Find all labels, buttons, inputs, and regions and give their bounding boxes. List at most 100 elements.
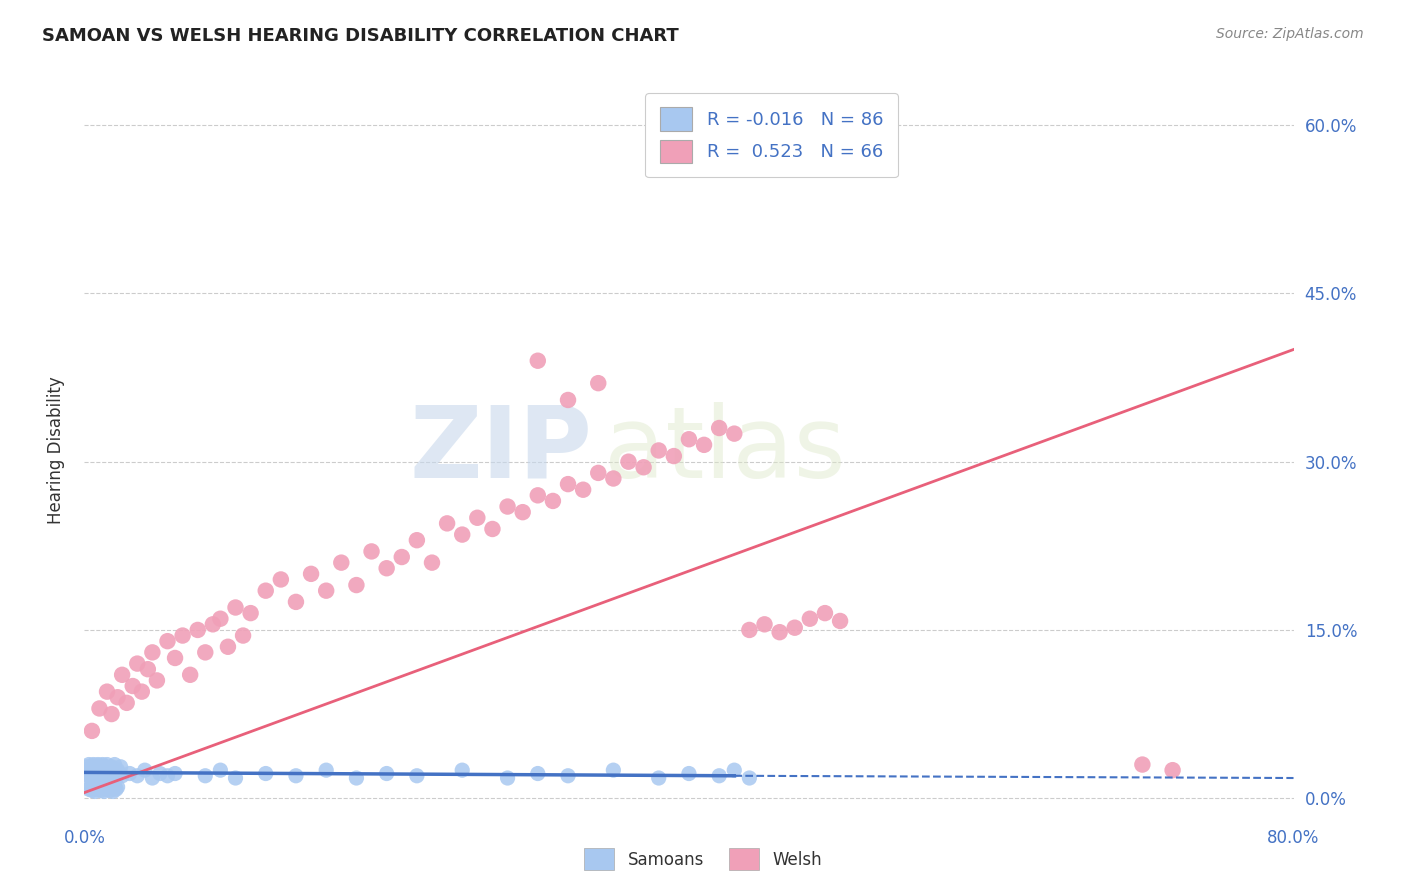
Point: [93, 763, 115, 777]
Point: [111, 668, 134, 682]
Point: [91, 769, 114, 783]
Point: [375, 561, 398, 575]
Point: [165, 651, 187, 665]
Point: [360, 544, 382, 558]
Point: [89, 763, 111, 777]
Point: [783, 621, 806, 635]
Point: [723, 763, 745, 777]
Point: [96, 757, 118, 772]
Point: [709, 769, 731, 783]
Point: [406, 533, 429, 548]
Point: [315, 763, 337, 777]
Point: [82, 757, 104, 772]
Point: [104, 779, 127, 793]
Point: [225, 600, 247, 615]
Point: [209, 763, 232, 777]
Point: [648, 771, 671, 785]
Point: [75, 763, 97, 777]
Point: [118, 766, 141, 780]
Point: [557, 392, 579, 407]
Point: [156, 634, 179, 648]
Point: [285, 769, 308, 783]
Legend: Samoans, Welsh: Samoans, Welsh: [578, 842, 828, 877]
Point: [107, 780, 129, 794]
Point: [100, 781, 122, 796]
Point: [285, 595, 308, 609]
Point: [108, 766, 131, 780]
Point: [94, 779, 117, 793]
Point: [97, 771, 120, 785]
Point: [602, 471, 624, 485]
Point: [141, 771, 163, 785]
Point: [77, 769, 100, 783]
Point: [299, 566, 322, 581]
Point: [84, 763, 107, 777]
Point: [709, 421, 731, 435]
Y-axis label: Hearing Disability: Hearing Disability: [46, 376, 65, 524]
Point: [87, 782, 110, 797]
Point: [588, 376, 610, 391]
Point: [165, 766, 187, 780]
Point: [97, 763, 120, 777]
Point: [141, 645, 163, 659]
Point: [420, 556, 443, 570]
Point: [105, 771, 128, 785]
Point: [391, 549, 413, 564]
Point: [254, 583, 277, 598]
Point: [96, 684, 118, 698]
Point: [723, 426, 745, 441]
Point: [101, 784, 124, 798]
Point: [693, 438, 716, 452]
Point: [225, 771, 247, 785]
Point: [1130, 757, 1153, 772]
Point: [91, 757, 114, 772]
Point: [769, 625, 792, 640]
Point: [90, 783, 112, 797]
Point: [346, 578, 368, 592]
Point: [90, 766, 112, 780]
Point: [76, 760, 98, 774]
Point: [1161, 763, 1184, 777]
Point: [527, 766, 550, 780]
Point: [217, 640, 239, 654]
Point: [194, 769, 217, 783]
Point: [814, 606, 837, 620]
Point: [239, 606, 262, 620]
Point: [86, 779, 108, 793]
Text: Source: ZipAtlas.com: Source: ZipAtlas.com: [1216, 27, 1364, 41]
Point: [557, 477, 579, 491]
Point: [136, 662, 159, 676]
Point: [270, 573, 292, 587]
Point: [98, 766, 121, 780]
Point: [588, 466, 610, 480]
Point: [633, 460, 655, 475]
Point: [84, 771, 107, 785]
Point: [662, 449, 685, 463]
Point: [127, 657, 149, 671]
Point: [738, 771, 761, 785]
Point: [678, 766, 700, 780]
Point: [146, 673, 169, 688]
Point: [107, 690, 129, 705]
Point: [572, 483, 595, 497]
Point: [451, 763, 474, 777]
Point: [738, 623, 761, 637]
Point: [315, 583, 337, 598]
Point: [76, 766, 98, 780]
Point: [96, 782, 118, 797]
Point: [527, 488, 550, 502]
Point: [100, 760, 122, 774]
Point: [678, 432, 700, 446]
Point: [754, 617, 776, 632]
Point: [94, 760, 117, 774]
Point: [156, 769, 179, 783]
Point: [194, 645, 217, 659]
Point: [77, 782, 100, 797]
Text: ZIP: ZIP: [409, 402, 592, 499]
Point: [481, 522, 503, 536]
Point: [330, 556, 353, 570]
Point: [89, 780, 111, 794]
Point: [93, 771, 115, 785]
Point: [91, 781, 114, 796]
Point: [254, 766, 277, 780]
